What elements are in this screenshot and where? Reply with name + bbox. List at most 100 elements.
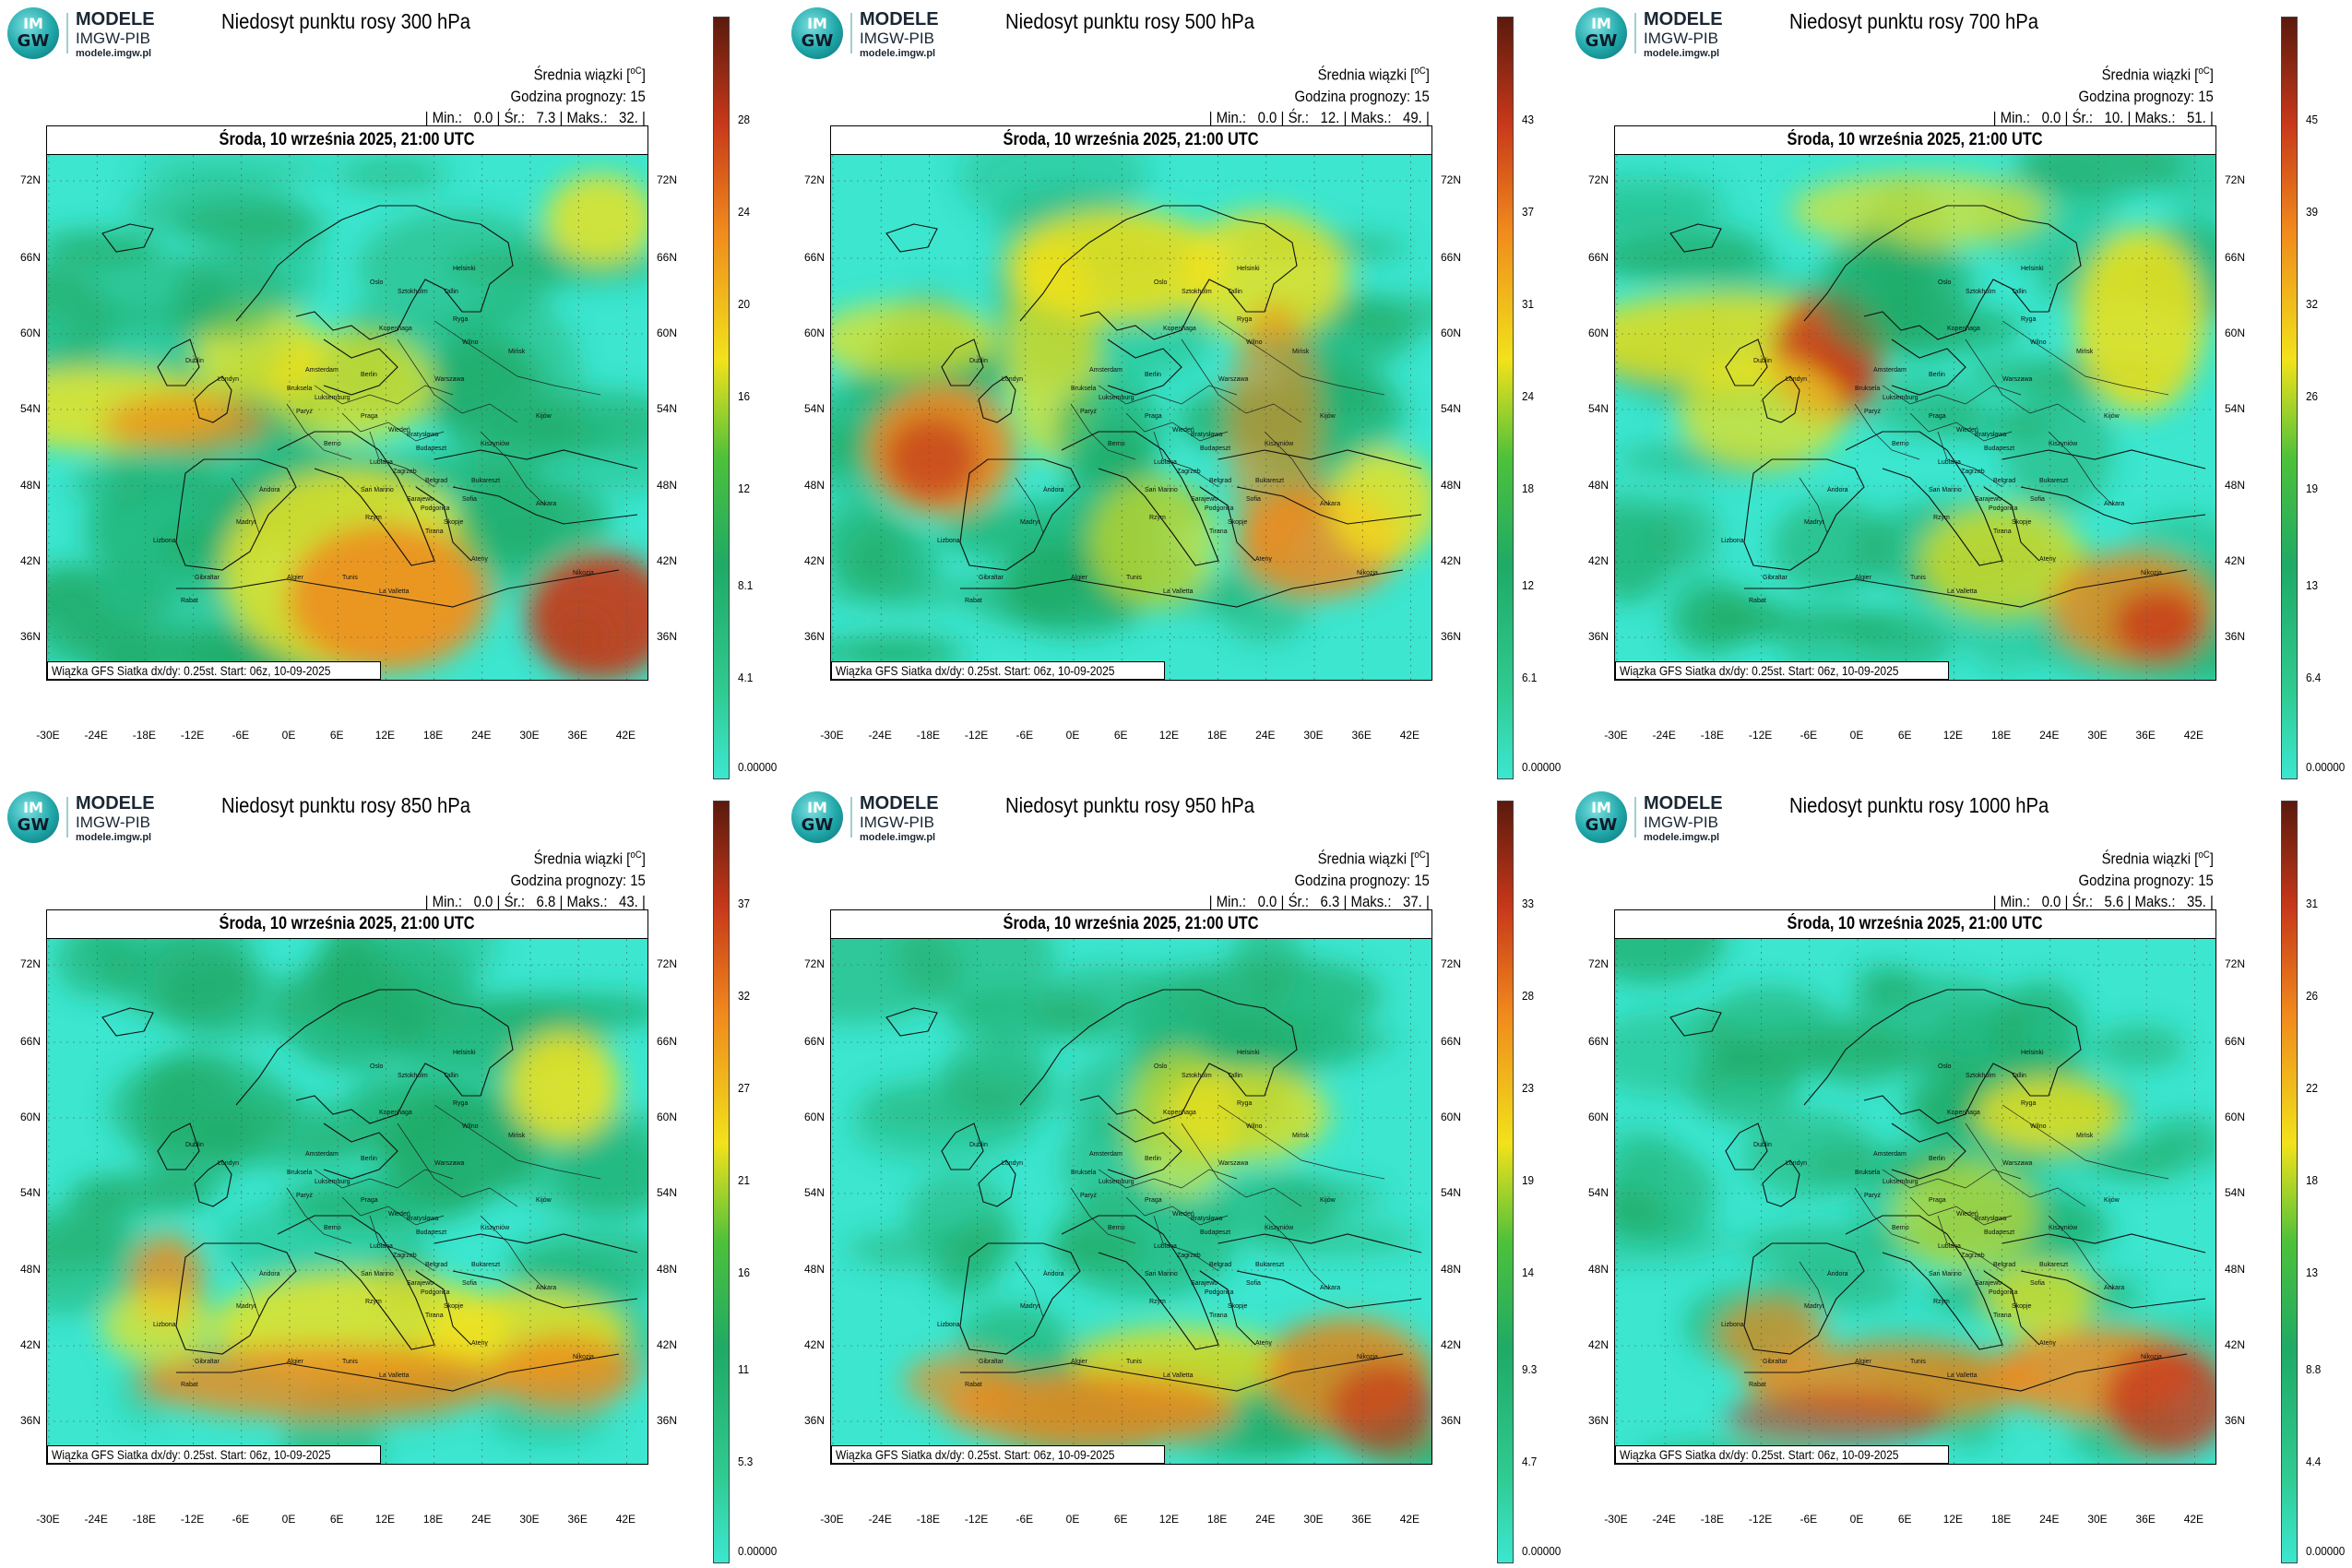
city-label: Tirana: [425, 1313, 444, 1319]
longitude-label: -30E: [820, 1513, 844, 1526]
field-blob: [1740, 1225, 1904, 1272]
city-label: Sofia: [462, 496, 477, 503]
city-label: Mińsk: [1292, 349, 1310, 355]
longitude-label: 42E: [2183, 1513, 2204, 1526]
country-border: [1264, 431, 1330, 506]
colorbar-label: 18: [2306, 1173, 2319, 1187]
country-border: [1799, 477, 1828, 534]
coastline: [176, 569, 620, 608]
latitude-label: 60N: [657, 327, 678, 339]
field-blob: [506, 1229, 647, 1294]
field-blob: [139, 1050, 250, 1197]
city-label: Algier: [287, 1359, 304, 1365]
city-label: Sarajewo: [407, 1280, 434, 1287]
country-border: [341, 1196, 445, 1226]
model-footnote: Wiązka GFS Siatka dx/dy: 0.25st. Start: …: [831, 1445, 1165, 1464]
city-label: Budapeszt: [1200, 1229, 1230, 1236]
field-blob: [1846, 976, 2030, 1068]
city-label: Praga: [361, 1197, 378, 1204]
city-label: Sztokholm: [1182, 1073, 1212, 1079]
city-label: Kiszyniów: [481, 1225, 510, 1231]
city-label: Rzym: [1933, 515, 1950, 521]
city-label: Zagrzeb: [1177, 1253, 1201, 1259]
longitude-label: -6E: [1016, 729, 1034, 742]
colorbar-label: 32: [738, 989, 751, 1003]
city-label: Amsterdam: [305, 1151, 339, 1158]
country-border: [1882, 385, 2022, 405]
country-border: [1218, 320, 1385, 396]
city-label: Paryż: [1080, 1193, 1097, 1199]
longitude-label: -12E: [180, 729, 205, 742]
city-label: Wilno: [462, 1123, 479, 1130]
field-blob: [172, 203, 329, 248]
city-label: Berlin: [361, 372, 377, 378]
city-label: Berno: [1108, 441, 1125, 447]
longitude-label: 12E: [1158, 1513, 1180, 1526]
city-label: Ankara: [2104, 501, 2124, 507]
longitude-label: 18E: [422, 1513, 444, 1526]
city-label: Lizbona: [153, 538, 176, 544]
field-blob: [1771, 499, 1893, 594]
city-label: Belgrad: [1209, 1262, 1231, 1268]
field-blob: [1163, 1068, 1329, 1160]
city-label: Kopenhaga: [1163, 326, 1196, 332]
city-label: Kijów: [1320, 413, 1336, 420]
city-label: Skopje: [444, 1303, 464, 1310]
latitude-label: 54N: [2225, 1186, 2246, 1199]
colorbar-label: 24: [1522, 389, 1535, 403]
coastline: [101, 223, 154, 253]
city-label: Sofia: [1246, 1280, 1261, 1287]
stat-title: Średnia wiązki [oC]: [1317, 65, 1430, 84]
coastline: [323, 1123, 398, 1180]
city-label: Nikozja: [573, 1354, 594, 1360]
coastline: [235, 205, 514, 340]
longitude-label: -18E: [132, 729, 157, 742]
logo-url: modele.imgw.pl: [76, 832, 152, 843]
country-border: [286, 1187, 352, 1244]
longitude-label: -30E: [1604, 729, 1628, 742]
longitude-label: -6E: [1800, 729, 1818, 742]
chart-panel-2: IM GW MODELE IMGW-PIB modele.imgw.pl Nie…: [784, 0, 1568, 784]
chart-panel-3: IM GW MODELE IMGW-PIB modele.imgw.pl Nie…: [1568, 0, 2352, 784]
imgw-logo: IM GW MODELE IMGW-PIB modele.imgw.pl: [791, 791, 976, 843]
country-border: [480, 1215, 546, 1290]
coastline: [1236, 486, 1422, 525]
longitude-label: -12E: [1748, 1513, 1773, 1526]
field-blob: [1206, 1171, 1339, 1241]
city-label: Tallin: [444, 1073, 458, 1079]
city-label: Dublin: [969, 358, 988, 364]
city-label: Ankara: [536, 501, 556, 507]
colorbar-label: 0.00000: [738, 1544, 778, 1558]
city-label: Tunis: [1910, 1359, 1926, 1365]
latitude-label: 66N: [1587, 251, 1609, 264]
coastline: [959, 1242, 1081, 1355]
field-blob: [1743, 1111, 1875, 1198]
country-border: [1015, 1261, 1044, 1318]
latitude-label: 60N: [803, 1111, 825, 1123]
city-label: Belgrad: [1993, 1262, 2015, 1268]
city-label: Zagrzeb: [393, 469, 417, 475]
map-frame: Środa, 10 września 2025, 21:00 UTC Helsi…: [830, 909, 1432, 1465]
colorbar-label: 6.1: [1522, 671, 1538, 684]
latitude-label: 42N: [1587, 554, 1609, 567]
latitude-label: 48N: [1587, 479, 1609, 492]
longitude-label: 6E: [329, 1513, 344, 1526]
coastline: [323, 339, 398, 396]
latitude-label: 60N: [1441, 1111, 1462, 1123]
latitude-label: 36N: [1441, 1414, 1462, 1427]
map-image: Helsinki Oslo Sztokholm Tallin Ryga Kopenhaga…: [1615, 155, 2215, 680]
city-label: Tallin: [2012, 289, 2026, 295]
imgw-logo: IM GW MODELE IMGW-PIB modele.imgw.pl: [1575, 7, 1760, 59]
city-label: Ryga: [1237, 1100, 1252, 1107]
latitude-label: 48N: [657, 479, 678, 492]
coastline: [1107, 1123, 1182, 1180]
coastline: [1061, 1215, 1219, 1350]
logo-subtitle: IMGW-PIB: [1644, 30, 1718, 47]
city-label: Tirana: [1993, 529, 2012, 535]
city-label: San Marino: [361, 487, 394, 493]
longitude-label: -6E: [1800, 1513, 1818, 1526]
latitude-label: 72N: [803, 957, 825, 970]
city-label: Lizbona: [1721, 538, 1744, 544]
city-label: La Valletta: [379, 588, 410, 595]
city-label: Tirana: [1209, 529, 1228, 535]
